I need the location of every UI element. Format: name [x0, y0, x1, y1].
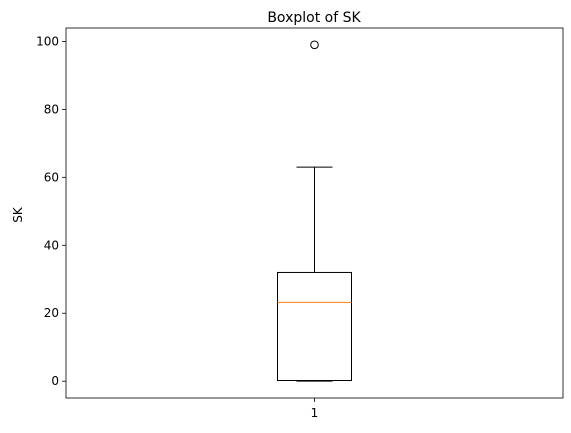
outlier-point	[310, 40, 319, 50]
x-tick-label: 1	[311, 406, 319, 420]
y-tick-label: 0	[51, 374, 59, 388]
y-tick-label: 60	[44, 170, 59, 184]
chart-title: Boxplot of SK	[267, 10, 361, 26]
y-axis-label: SK	[11, 206, 25, 223]
y-tick-label: 40	[44, 238, 59, 252]
box-iqr	[277, 271, 352, 382]
y-tick-label: 20	[44, 306, 59, 320]
plot-area: 0 20 40 60 80 100 1	[36, 27, 564, 420]
y-tick-label: 100	[36, 34, 59, 48]
y-tick-label: 80	[44, 102, 59, 116]
